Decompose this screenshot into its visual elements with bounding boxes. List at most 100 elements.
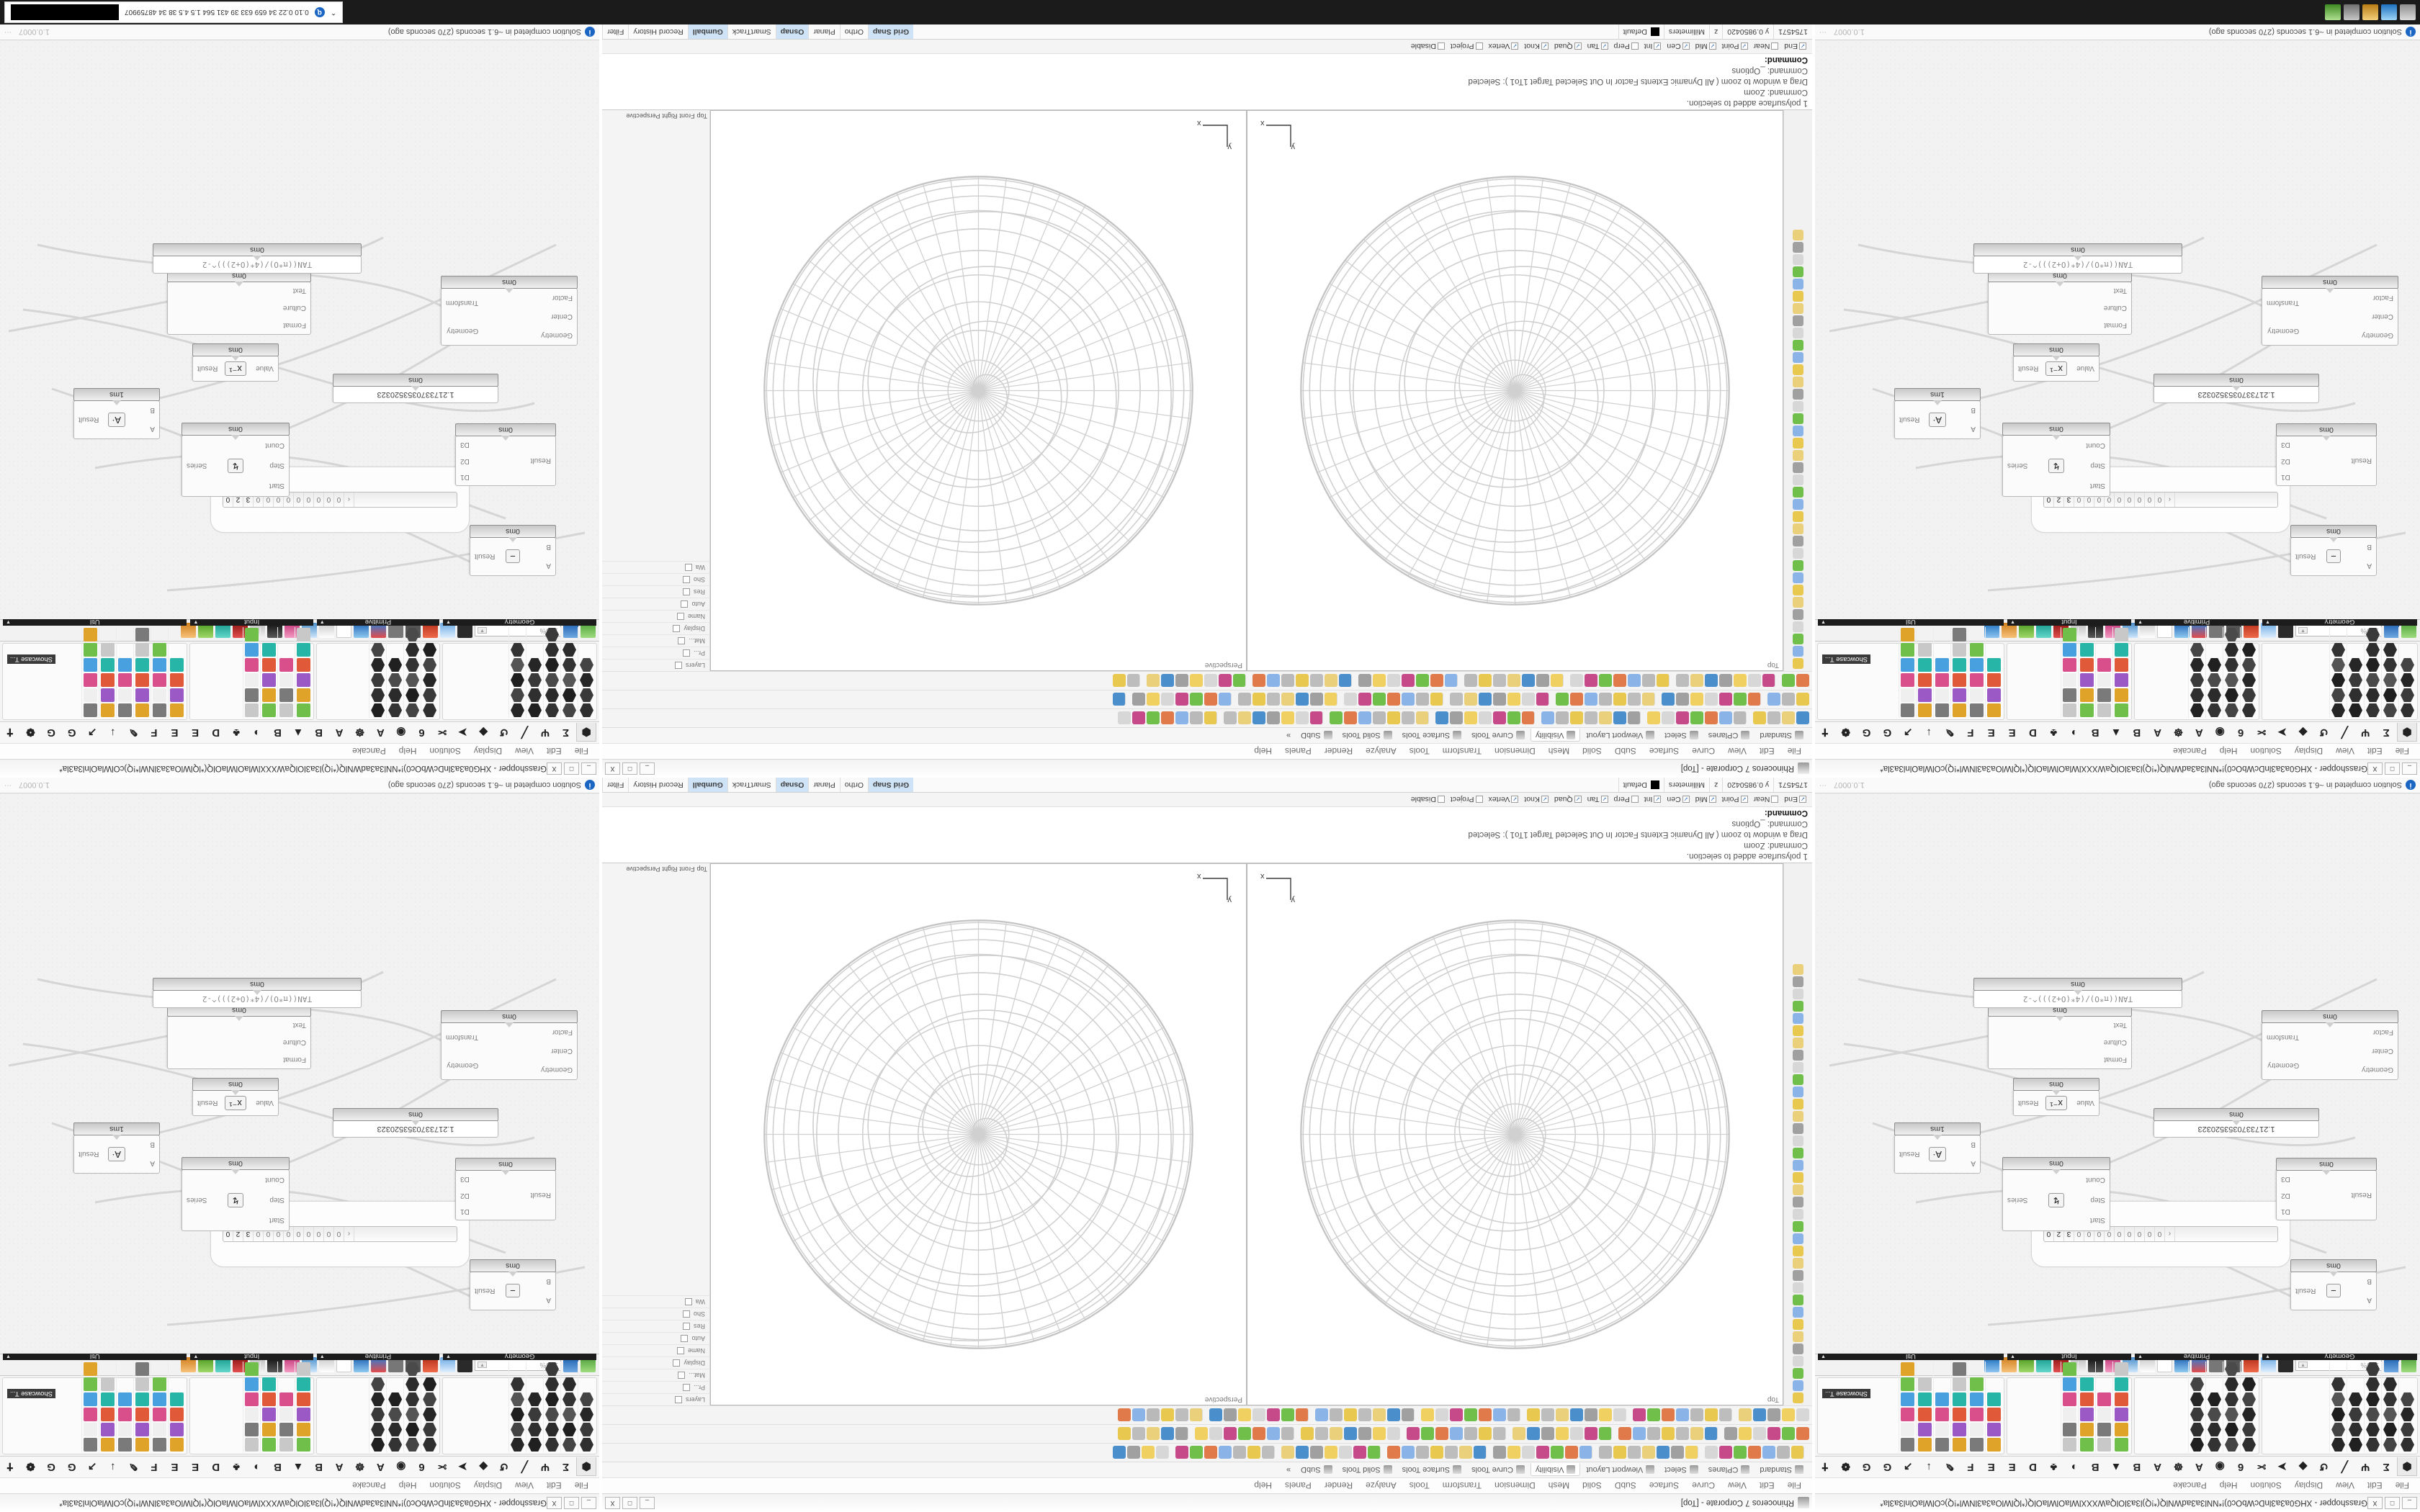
rhino-left-toolbar-icon[interactable] (1793, 536, 1803, 546)
gh-component-icon[interactable] (118, 1408, 133, 1421)
gh-component-icon[interactable] (405, 1362, 419, 1376)
gh-component-icon[interactable] (405, 1423, 419, 1436)
rhino-panel-checkbox[interactable] (681, 1335, 689, 1342)
gh-component-icon[interactable] (2331, 1423, 2345, 1436)
gh-component-icon[interactable] (511, 1408, 524, 1421)
gh-component-icon[interactable] (279, 1392, 293, 1406)
rhino-toolbar-icon[interactable] (1416, 693, 1429, 706)
chevron-down-icon[interactable]: ▼ (6, 1354, 11, 1359)
gh-component-icon[interactable] (405, 628, 419, 642)
gh-component-icon[interactable] (2190, 1408, 2204, 1421)
gh-output-port[interactable]: Result (197, 364, 218, 373)
rhino-toolbar-icon[interactable] (1493, 693, 1506, 706)
rhino-toolbar-icon[interactable] (1387, 1408, 1400, 1422)
rhino-toolbar-icon[interactable] (1796, 1427, 1809, 1441)
rhino-toolbar-tab-surface-tools[interactable]: Surface Tools (1398, 1464, 1466, 1476)
gh-component-tab-5[interactable]: ◆ (479, 1460, 488, 1473)
rhino-toolbar-icon[interactable] (1613, 1408, 1626, 1422)
rhino-toolbar-icon[interactable] (1657, 674, 1670, 688)
gh-input-port[interactable]: Result (2351, 1191, 2372, 1200)
gh-component-icon[interactable] (2190, 658, 2204, 672)
gh3-menu-pancake[interactable]: Pancake (352, 1480, 386, 1491)
rhino-toolbar-icon[interactable] (1493, 1446, 1506, 1459)
gh-component-icon[interactable] (118, 1423, 133, 1436)
rhino-toolbar-icon[interactable] (1190, 1446, 1203, 1459)
gh-input-port[interactable]: Format (2104, 321, 2127, 330)
gh-input-port[interactable]: A (1971, 1159, 1976, 1168)
gh-component-icon[interactable] (244, 658, 259, 672)
rhino-toolbar-icon[interactable] (1662, 1408, 1675, 1422)
gh-component-icon[interactable] (1953, 658, 1966, 672)
gh-component-tab-19[interactable]: E (2008, 726, 2016, 739)
rh2-close-button[interactable]: X (605, 762, 620, 775)
rhino-left-toolbar-icon[interactable] (1793, 1270, 1803, 1281)
rhino-toolbar-icon[interactable] (1647, 1408, 1660, 1422)
gh-node-one-over-x[interactable]: Value Result x⁻¹ 0ms (192, 1078, 279, 1116)
rhino-toolbar-icon[interactable] (1435, 711, 1448, 725)
gh-component-icon[interactable] (2331, 658, 2345, 672)
gh-input-port[interactable]: Factor (2372, 294, 2393, 302)
gh-component-icon[interactable] (153, 1377, 167, 1391)
gh-component-tab-11[interactable]: ☸ (354, 1460, 365, 1473)
gh-input-port[interactable]: Factor (552, 1028, 573, 1037)
rh1-toolrow-1[interactable] (602, 1443, 1812, 1462)
rhino-status-layer[interactable]: Default (1618, 778, 1664, 792)
gh4-canvas[interactable]: ‹ 0 0 0 0 0 0 0 0 0 3 2 0 A B Result −0ms Start Step Count S… (0, 40, 599, 619)
gh-slider-digit[interactable]: 0 (334, 1227, 344, 1241)
gh-component-icon[interactable] (261, 1392, 276, 1406)
gh-component-icon[interactable] (135, 703, 150, 717)
rhino-toolbar-tab-subd[interactable]: SubD (1296, 730, 1337, 742)
rhino-toolbar-icon[interactable] (1450, 693, 1463, 706)
osnap-toggle-mid[interactable]: ✓ Mid (1695, 42, 1716, 51)
rh2-left-toolbar[interactable] (1783, 110, 1812, 671)
rhino-toolbar-icon[interactable] (1175, 693, 1188, 706)
gh-component-icon[interactable] (261, 643, 276, 657)
rhino-toolbar-icon[interactable] (1315, 1408, 1328, 1422)
gh-component-icon[interactable] (2366, 658, 2380, 672)
gh-component-icon[interactable] (1953, 1438, 1966, 1452)
rhino-panel-row[interactable]: Res (602, 1320, 709, 1332)
osnap-toggle-tan[interactable]: ✓ Tan (1587, 42, 1608, 51)
rh1-command-prompt[interactable]: Command: (1764, 809, 1808, 817)
gh-component-icon[interactable] (423, 703, 436, 717)
rh2-viewport-top[interactable]: Top y x (1247, 110, 1783, 671)
rhino-toolbar-icon[interactable] (1512, 1427, 1525, 1441)
gh-node-deconstruct[interactable]: Result D1 D2 D3 0ms (455, 423, 556, 486)
gh-slider-digit[interactable]: 0 (304, 492, 314, 507)
gh-component-icon[interactable] (1935, 688, 1949, 702)
rhino-toolbar-icon[interactable] (1556, 711, 1569, 725)
rhino-status-toggle-filter[interactable]: Filter (602, 24, 629, 39)
rhino-toolbar-icon[interactable] (1147, 1408, 1160, 1422)
gh-node-expression-panel[interactable]: TAN((π*O)/(4*(O+2)))^-2 0ms (153, 243, 362, 274)
gh-component-icon[interactable] (2383, 1392, 2397, 1406)
rhino-toolbar-icon[interactable] (1493, 1408, 1506, 1422)
rhino-toolbar-icon[interactable] (1175, 1446, 1188, 1459)
gh-component-icon[interactable] (2080, 688, 2094, 702)
gh-component-tab-17[interactable]: ♣ (2050, 1461, 2058, 1473)
gh-slider-digit[interactable]: ‹ (2165, 1227, 2175, 1241)
gh-output-port[interactable]: Result (1899, 415, 1920, 424)
gh-component-icon[interactable] (296, 703, 310, 717)
rhino-toolbar-tab-curve-tools[interactable]: Curve Tools (1467, 730, 1529, 742)
gh-component-icon[interactable] (2063, 1392, 2076, 1406)
rhino-toolbar-icon[interactable] (1330, 711, 1343, 725)
gh-input-port[interactable]: A (546, 562, 551, 570)
gh-slider-digit[interactable]: 0 (294, 1227, 304, 1241)
gh2-resize-grip[interactable]: ⋯ (1819, 28, 1827, 36)
gh-node-deconstruct[interactable]: Result D1 D2 D3 0ms (2276, 1158, 2377, 1220)
rhino-toolbar-icon[interactable] (1219, 1446, 1232, 1459)
osnap-toggle-vertex[interactable]: ✓ Vertex (1489, 42, 1519, 51)
rhino-toolbar-icon[interactable] (1464, 1408, 1477, 1422)
osnap-checkbox[interactable]: ✓ (1654, 42, 1662, 50)
gh-component-icon[interactable] (371, 688, 385, 702)
gh-component-icon[interactable] (101, 1392, 115, 1406)
rhino-toolbar-icon[interactable] (1762, 1446, 1775, 1459)
gh-component-icon[interactable] (153, 703, 167, 717)
rh2-menu-view[interactable]: View (1728, 746, 1747, 757)
gh-output-port[interactable]: Geometry (447, 327, 479, 335)
rhino-toolbar-icon[interactable] (1662, 693, 1675, 706)
gh3-canvas[interactable]: ‹ 0 0 0 0 0 0 0 0 0 3 2 0 A B Result −0ms Start Step Count S… (0, 793, 599, 1354)
rhino-status-toggle-smarttrack[interactable]: SmartTrack (727, 24, 776, 39)
rhino-toolbar-tab-curve-tools[interactable]: Curve Tools (1467, 1464, 1529, 1476)
gh-component-tab-27[interactable]: ❁ (1841, 726, 1851, 739)
